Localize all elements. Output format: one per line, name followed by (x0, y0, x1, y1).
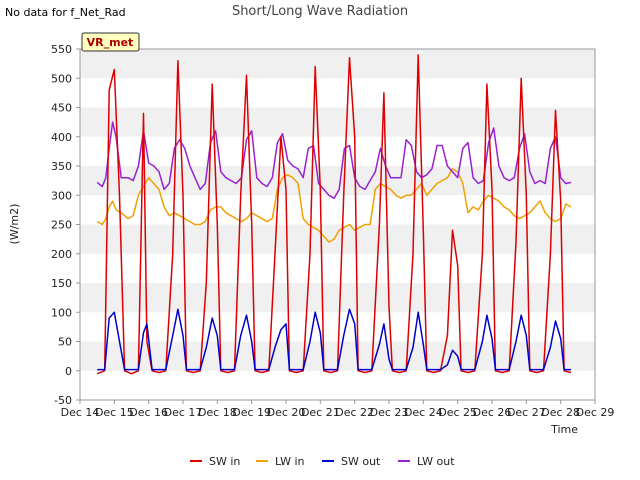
x-tick-label: Dec 28 (541, 406, 580, 419)
x-tick-label: Dec 21 (301, 406, 340, 419)
y-tick-label: 150 (51, 277, 72, 290)
grid-band (80, 136, 595, 166)
x-tick-label: Dec 22 (335, 406, 374, 419)
y-axis: -50 0 50 100 150 200 250 300 350 400 450 500 550 (51, 43, 80, 407)
x-tick-label: Dec 15 (95, 406, 134, 419)
background-bands (80, 49, 595, 400)
series-line-sw-in (96, 54, 572, 375)
y-tick-label: 100 (51, 306, 72, 319)
legend-label-sw-out: SW out (341, 455, 381, 468)
grid-band (80, 49, 595, 79)
y-tick-label: 400 (51, 131, 72, 144)
x-tick-label: Dec 19 (232, 406, 271, 419)
legend-label-lw-in: LW in (275, 455, 305, 468)
x-tick-label: Dec 17 (164, 406, 203, 419)
y-tick-label: 250 (51, 219, 72, 232)
x-tick-label: Dec 14 (61, 406, 100, 419)
grid-band (80, 312, 595, 342)
x-tick-label: Dec 20 (267, 406, 306, 419)
x-tick-label: Dec 25 (438, 406, 477, 419)
x-tick-label: Dec 26 (473, 406, 512, 419)
x-tick-label: Dec 23 (370, 406, 409, 419)
series-line-lw-in (96, 168, 572, 243)
vr-met-badge: VR_met (81, 32, 140, 52)
grid-band (80, 107, 595, 137)
x-axis-label: Time (550, 423, 578, 436)
y-tick-label: 450 (51, 102, 72, 115)
y-tick-label: 0 (65, 365, 72, 378)
no-data-notice: No data for f_Net_Rad (5, 6, 126, 19)
grid-band (80, 370, 595, 400)
grid-band (80, 253, 595, 283)
x-tick-label: Dec 24 (404, 406, 443, 419)
x-tick-label: Dec 27 (507, 406, 546, 419)
y-tick-label: 350 (51, 160, 72, 173)
y-axis-label: (W/m2) (8, 204, 21, 245)
y-tick-label: 500 (51, 72, 72, 85)
y-tick-label: 50 (58, 336, 72, 349)
grid-band (80, 283, 595, 313)
legend-label-sw-in: SW in (209, 455, 240, 468)
legend-label-lw-out: LW out (417, 455, 455, 468)
series-line-lw-out (96, 121, 572, 199)
y-tick-label: -50 (54, 394, 72, 407)
series-layer (96, 54, 572, 375)
y-tick-label: 300 (51, 189, 72, 202)
x-tick-label: Dec 18 (198, 406, 237, 419)
chart-title: Short/Long Wave Radiation (231, 4, 409, 19)
y-tick-label: 200 (51, 248, 72, 261)
grid-band (80, 224, 595, 254)
x-tick-label: Dec 29 (576, 406, 615, 419)
grid-band (80, 78, 595, 108)
x-tick-label: Dec 16 (129, 406, 168, 419)
legend: SW in LW in SW out LW out (190, 455, 455, 468)
badge-label: VR_met (87, 36, 134, 49)
y-tick-label: 550 (51, 43, 72, 56)
series-line-sw-out (97, 308, 571, 371)
